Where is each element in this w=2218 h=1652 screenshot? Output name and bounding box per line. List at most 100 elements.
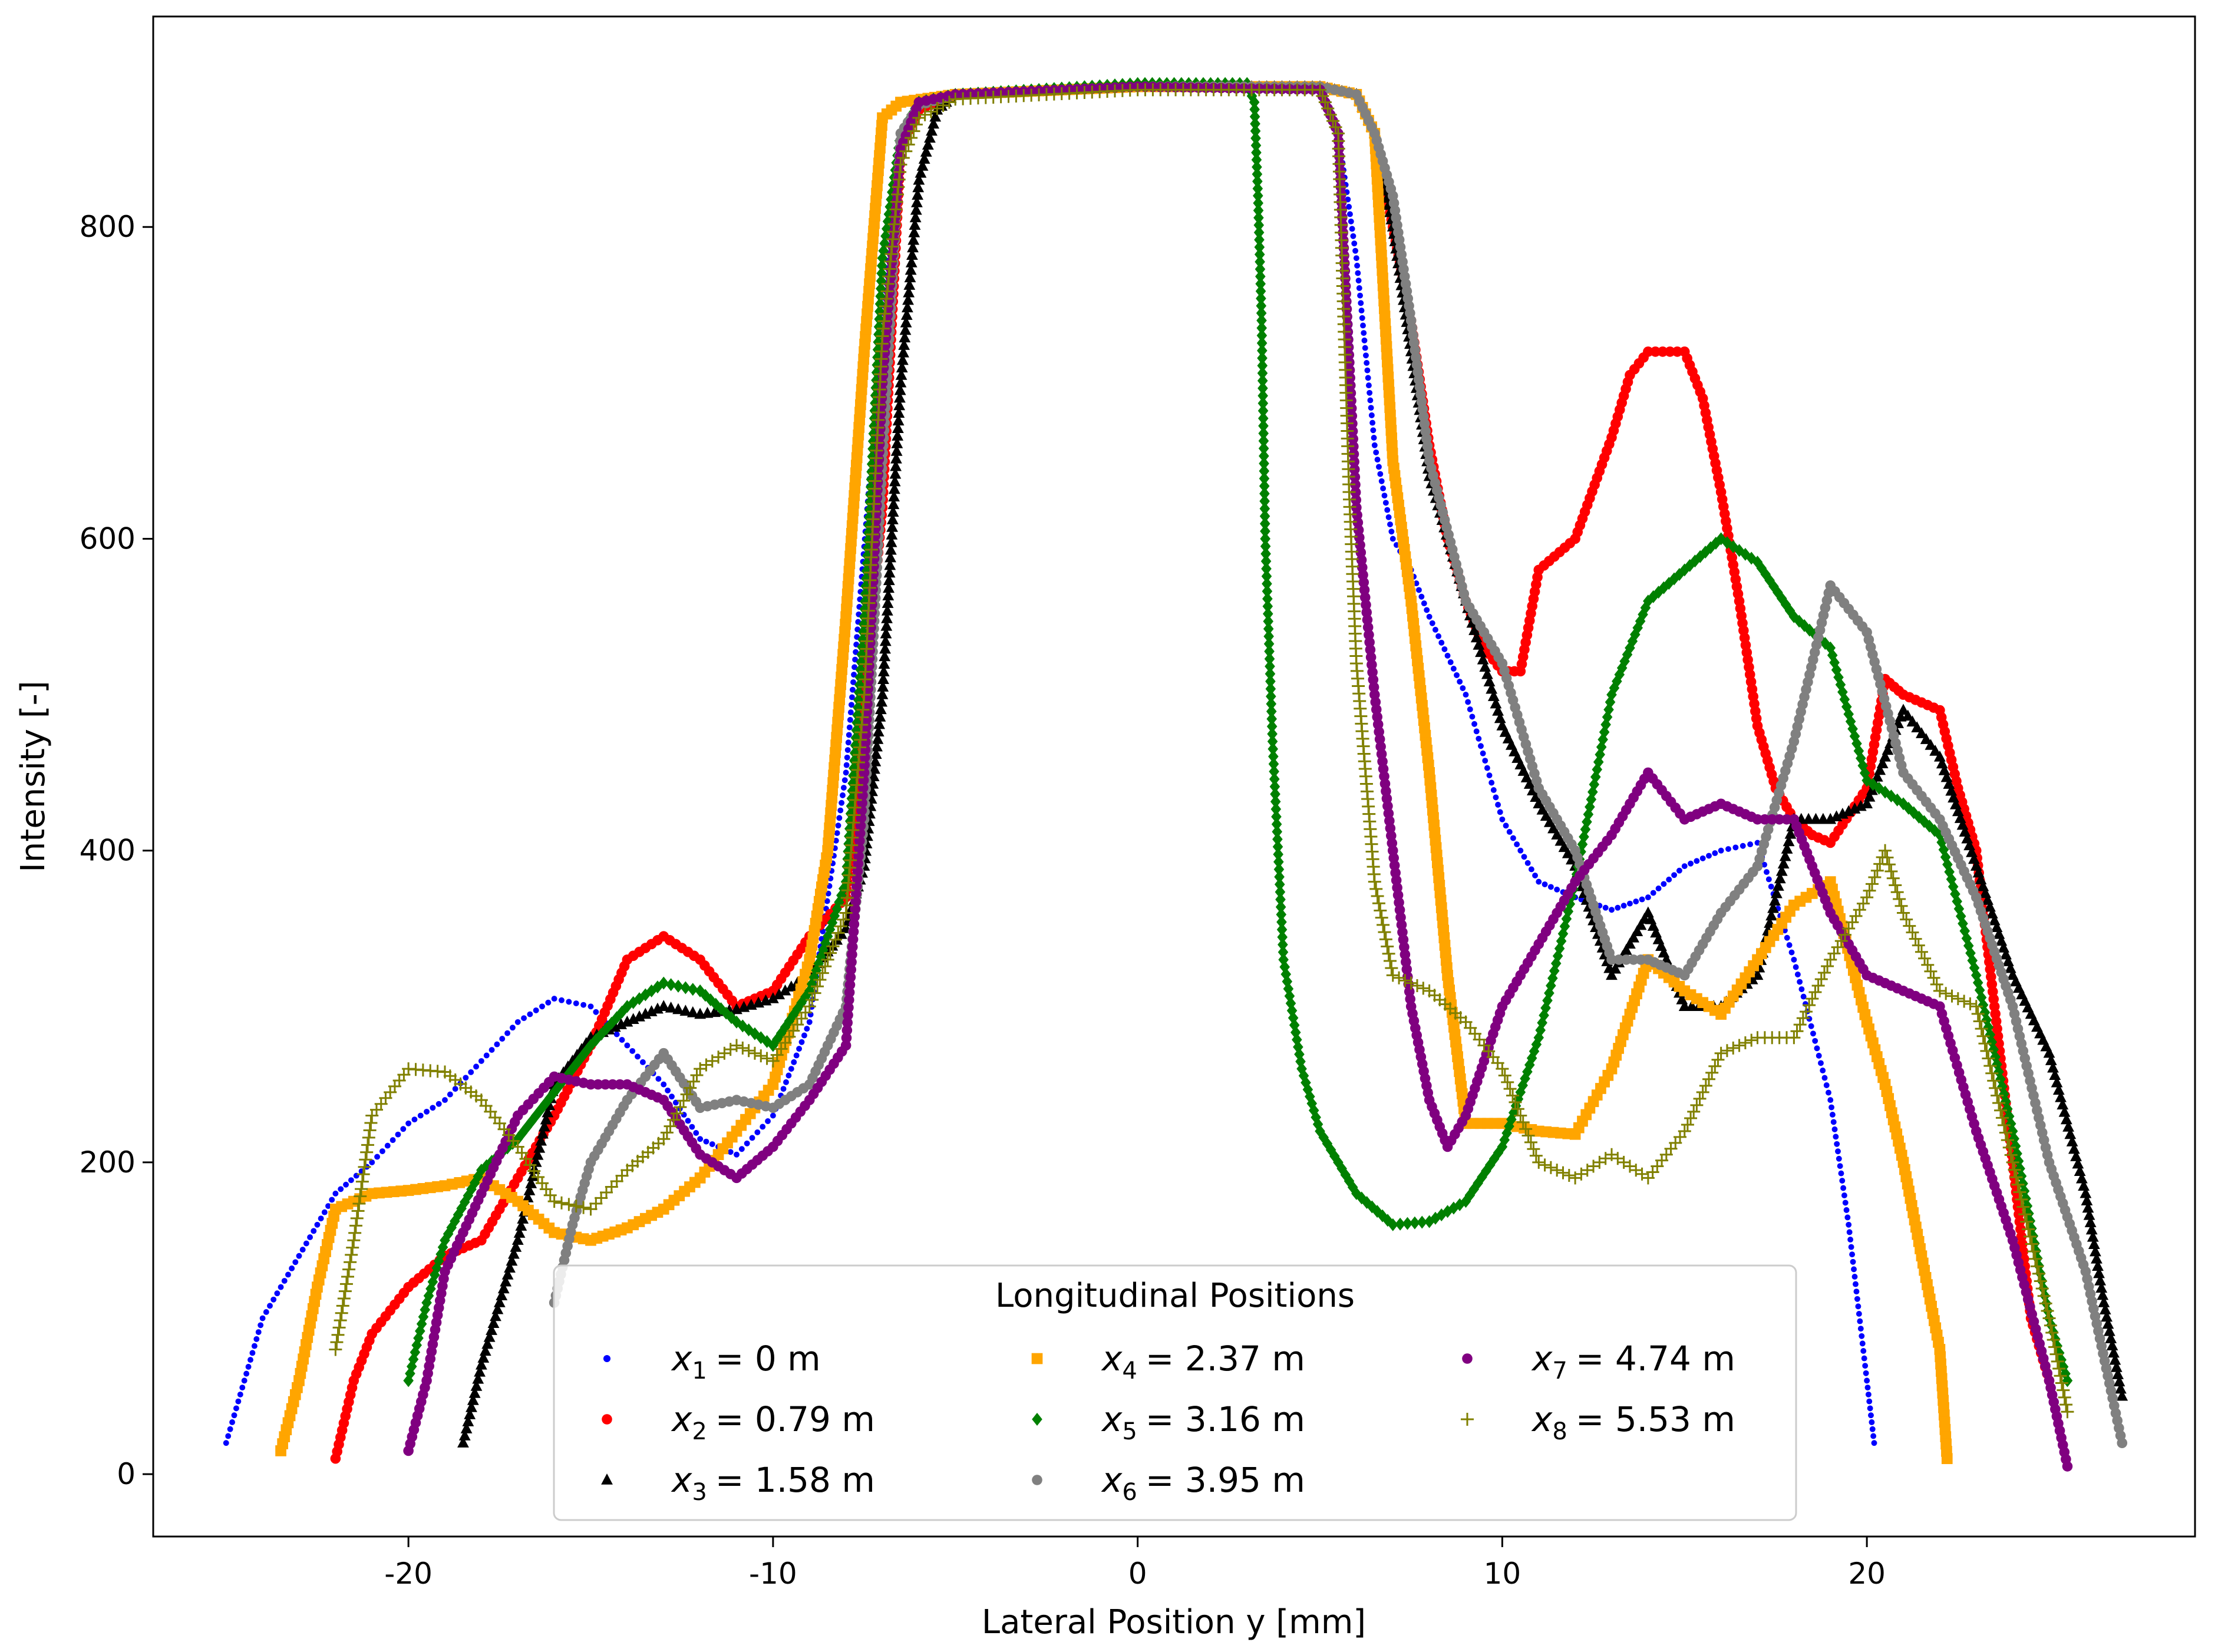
data-point	[1830, 1119, 1837, 1125]
data-point	[1251, 146, 1262, 160]
data-point	[1602, 904, 1609, 911]
data-point	[1251, 153, 1262, 167]
data-point	[1268, 757, 1279, 771]
data-point	[573, 1000, 579, 1006]
data-point	[1278, 946, 1289, 959]
data-point	[665, 1087, 671, 1093]
data-point	[852, 708, 863, 722]
data-point	[1265, 675, 1276, 688]
data-point	[2072, 1157, 2084, 1169]
data-point	[1250, 117, 1260, 131]
data-point	[510, 1240, 522, 1252]
data-point	[532, 1148, 544, 1160]
data-point	[576, 1050, 587, 1064]
data-point	[843, 762, 850, 768]
data-point	[1257, 344, 1268, 358]
x-axis-label: Lateral Position y [mm]	[982, 1603, 1366, 1641]
data-point	[734, 1151, 740, 1158]
data-point	[522, 1191, 534, 1202]
data-point	[1965, 946, 1976, 960]
data-point	[1781, 842, 1793, 854]
data-point	[1490, 697, 1502, 709]
data-point	[880, 627, 892, 639]
data-point	[890, 445, 903, 456]
data-point	[1250, 131, 1261, 145]
data-point	[1257, 389, 1268, 402]
data-point	[2066, 1135, 2078, 1147]
data-point	[833, 837, 839, 844]
data-point	[1260, 554, 1272, 568]
data-point	[1993, 1065, 2004, 1079]
data-point	[1260, 547, 1271, 560]
data-point	[1272, 832, 1283, 846]
data-point	[411, 1116, 418, 1123]
data-point	[473, 1063, 479, 1070]
data-point	[801, 1032, 807, 1039]
data-point	[1260, 532, 1270, 546]
data-point	[1517, 847, 1524, 854]
data-point	[348, 1177, 354, 1184]
data-point	[877, 673, 889, 684]
data-point	[499, 1036, 506, 1042]
y-tick-label: 600	[80, 521, 136, 556]
data-point	[1658, 581, 1669, 594]
data-point	[527, 1011, 533, 1017]
data-point	[1678, 1000, 1691, 1012]
data-point	[1365, 382, 1372, 389]
data-point	[687, 983, 698, 996]
data-point	[1477, 653, 1489, 665]
data-point	[413, 1331, 424, 1345]
data-point	[1908, 806, 1919, 820]
data-point	[749, 1135, 755, 1141]
data-point	[876, 688, 889, 699]
data-point	[1249, 110, 1260, 123]
data-point	[1429, 620, 1435, 626]
data-point	[1828, 1104, 1835, 1111]
data-point	[1256, 336, 1268, 350]
data-point	[1855, 1303, 1861, 1310]
data-point	[296, 1253, 302, 1259]
data-point	[374, 1154, 381, 1160]
data-point	[585, 1039, 596, 1052]
data-point	[855, 663, 866, 676]
data-point	[1856, 1311, 1862, 1317]
data-point	[486, 1324, 497, 1335]
data-point	[1645, 894, 1651, 901]
data-point	[1484, 765, 1490, 771]
data-point	[847, 716, 853, 723]
data-point	[879, 635, 892, 646]
data-point	[473, 1169, 484, 1183]
data-point	[542, 1106, 554, 1118]
data-point	[2049, 1069, 2061, 1080]
data-point	[892, 422, 904, 433]
data-point	[904, 271, 916, 283]
data-point	[1765, 909, 1777, 921]
data-point	[922, 138, 934, 150]
data-point	[850, 739, 861, 752]
data-point	[910, 203, 922, 215]
data-point	[1804, 623, 1815, 637]
data-point	[1639, 896, 1645, 903]
data-point	[453, 1208, 464, 1221]
x-tick-label: 10	[1484, 1557, 1521, 1591]
data-point	[1616, 661, 1628, 675]
data-point	[1606, 969, 1618, 980]
data-point	[890, 452, 902, 464]
data-point	[1706, 853, 1712, 859]
data-point	[1271, 810, 1282, 824]
y-tick-label: 0	[117, 1457, 136, 1491]
data-point	[1542, 881, 1548, 887]
data-point	[1259, 494, 1270, 508]
data-point	[892, 429, 904, 441]
data-point	[325, 1203, 331, 1209]
data-point	[1913, 810, 1925, 824]
data-point	[514, 1019, 521, 1025]
data-point	[460, 1422, 473, 1433]
data-point	[489, 1047, 495, 1053]
data-point	[1532, 873, 1539, 878]
y-tick-label: 800	[80, 210, 136, 244]
data-point	[1254, 247, 1265, 261]
data-point	[390, 1137, 396, 1144]
data-point	[225, 1433, 232, 1439]
